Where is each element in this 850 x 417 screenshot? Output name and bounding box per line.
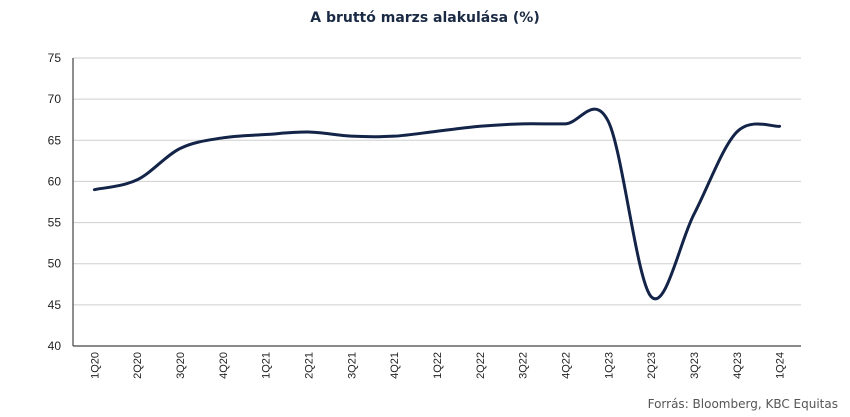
y-axis-ticks: 40 45 50 55 60 65 70 75 xyxy=(48,51,62,353)
x-tick-label: 2Q21 xyxy=(304,352,316,379)
x-tick-label: 1Q20 xyxy=(89,352,101,379)
source-note: Forrás: Bloomberg, KBC Equitas xyxy=(647,397,838,411)
y-tick-label: 75 xyxy=(48,51,62,65)
data-point xyxy=(393,135,396,138)
grid-layer xyxy=(72,57,801,347)
data-point xyxy=(264,133,267,136)
x-tick-label: 2Q22 xyxy=(475,352,487,379)
x-axis-ticks: 1Q20 2Q20 3Q20 4Q20 1Q21 2Q21 3Q21 4Q21 1Q22 2Q22… xyxy=(89,352,786,379)
x-tick-label: 4Q21 xyxy=(389,352,401,379)
data-point xyxy=(436,130,439,133)
data-point xyxy=(136,178,139,181)
data-point xyxy=(521,122,524,125)
data-point xyxy=(564,122,567,125)
data-point xyxy=(179,147,182,150)
x-tick-label: 1Q24 xyxy=(775,352,787,379)
x-tick-label: 4Q22 xyxy=(560,352,572,379)
data-point xyxy=(93,188,96,191)
data-point xyxy=(735,131,738,134)
data-point xyxy=(607,120,610,123)
y-tick-label: 50 xyxy=(48,257,62,271)
data-point xyxy=(692,213,695,216)
data-point xyxy=(650,295,653,298)
y-tick-label: 55 xyxy=(48,216,62,230)
x-tick-label: 1Q21 xyxy=(261,352,273,379)
series-line xyxy=(92,107,782,301)
x-tick-label: 1Q22 xyxy=(432,352,444,379)
data-point xyxy=(478,125,481,128)
data-point xyxy=(350,135,353,138)
data-point xyxy=(221,136,224,139)
x-tick-label: 4Q20 xyxy=(218,352,230,379)
data-point xyxy=(778,125,781,128)
x-tick-label: 3Q21 xyxy=(346,352,358,379)
y-tick-label: 65 xyxy=(48,133,62,147)
y-tick-label: 40 xyxy=(48,339,62,353)
series-layer xyxy=(92,107,782,301)
x-tick-label: 1Q23 xyxy=(603,352,615,379)
x-tick-label: 3Q20 xyxy=(175,352,187,379)
x-tick-label: 3Q23 xyxy=(689,352,701,379)
y-tick-label: 70 xyxy=(48,92,62,106)
x-tick-label: 2Q20 xyxy=(132,352,144,379)
chart-title: A bruttó marzs alakulása (%) xyxy=(310,10,540,26)
x-tick-label: 2Q23 xyxy=(646,352,658,379)
y-tick-label: 60 xyxy=(48,174,62,188)
data-point xyxy=(307,131,310,134)
x-tick-label: 3Q22 xyxy=(518,352,530,379)
x-tick-label: 4Q23 xyxy=(732,352,744,379)
y-tick-label: 45 xyxy=(48,298,62,312)
